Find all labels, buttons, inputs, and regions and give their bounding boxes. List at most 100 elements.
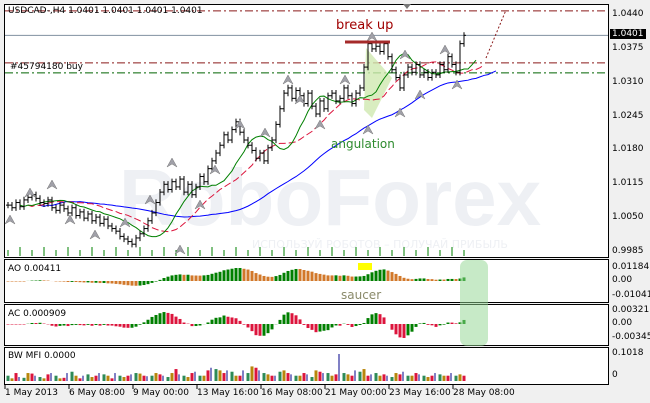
mfi-bar [334, 374, 338, 381]
ac-bar [418, 323, 422, 324]
mfi-bar [446, 375, 450, 381]
mfi-bar [330, 375, 334, 381]
ao-bar [290, 269, 294, 281]
indicator-tick: 0.1018 [612, 348, 644, 358]
fractal-arrow-icon [314, 119, 326, 130]
ac-bar [174, 316, 178, 324]
ac-bar [438, 324, 442, 326]
mfi-bar [454, 375, 458, 381]
ao-bar [262, 275, 266, 281]
price-tick: 1.0440 [612, 9, 644, 19]
ao-bar [222, 270, 226, 281]
ao-bar [350, 276, 354, 281]
ac-bar [238, 320, 242, 324]
ac-bar [10, 324, 14, 325]
ao-bar [358, 276, 362, 281]
ac-bar [322, 324, 326, 331]
ao-bar [402, 277, 406, 281]
ac-bar [250, 324, 254, 332]
ao-bar [282, 272, 286, 281]
ac-bar [206, 322, 210, 324]
saucer-highlight [460, 260, 488, 346]
mfi-bar [38, 377, 42, 381]
break-up-annotation: break up [336, 18, 394, 33]
mfi-bar [22, 377, 26, 381]
ao-bar [158, 279, 162, 281]
mfi-bar [186, 377, 190, 381]
mfi-bar [134, 373, 138, 381]
ac-bar [114, 324, 118, 327]
mfi-bar [226, 370, 228, 381]
mfi-bar [94, 375, 98, 381]
ao-bar [374, 270, 378, 281]
ao-bar [326, 275, 330, 281]
ao-bar [198, 275, 202, 281]
ac-bar [130, 324, 134, 328]
angulation-annotation: angulation [331, 137, 395, 151]
ac-bar [262, 324, 266, 336]
fractal-arrow-icon [362, 124, 374, 135]
angulation-shade [364, 48, 392, 118]
mfi-bar [266, 374, 270, 381]
mfi-bar [162, 375, 164, 381]
mfi-bar [82, 375, 84, 381]
ao-bar [310, 271, 314, 281]
ao-bar [318, 273, 322, 281]
mfi-bar [218, 370, 222, 381]
symbol-info: USDCAD-,H4 1.0401 1.0401 1.0401 1.0401 [8, 6, 203, 16]
ac-bar [318, 324, 322, 332]
ac-bar [258, 324, 262, 336]
ac-bar [434, 324, 438, 327]
ao-bar [386, 270, 390, 281]
mfi-bar [406, 375, 410, 381]
fractal-arrow-icon [4, 214, 16, 225]
fractal-arrow-icon [174, 244, 186, 255]
ao-bar [170, 275, 174, 281]
ac-bar [194, 324, 198, 327]
ac-bar [382, 317, 386, 324]
ao-bar [446, 278, 450, 281]
ac-bar [266, 324, 270, 334]
mfi-bar [462, 375, 466, 381]
ao-bar [162, 278, 166, 281]
ac-bar [366, 318, 370, 324]
ac-bar [106, 324, 110, 326]
ac-bar [90, 324, 94, 326]
mfi-bar [310, 377, 314, 381]
ac-bar [118, 324, 122, 327]
ac-bar [370, 314, 374, 324]
mfi-bar [326, 373, 330, 381]
mfi-bar [426, 377, 430, 381]
ac-bar [358, 324, 362, 325]
ac-bar [66, 324, 70, 327]
mfi-bar [90, 377, 94, 381]
ac-bar [378, 314, 382, 324]
ao-bar [362, 275, 366, 281]
mfi-bar [342, 373, 346, 381]
ac-bar [30, 322, 34, 324]
mfi-bar [442, 375, 446, 381]
saucer-annotation: saucer [341, 288, 382, 302]
mfi-bar [78, 378, 82, 381]
mfi-bar [14, 373, 18, 381]
mfi-bar [262, 373, 266, 381]
ac-bar [50, 324, 54, 326]
mfi-bar [238, 375, 242, 381]
price-pane[interactable] [4, 4, 609, 258]
ac-bar [222, 315, 226, 324]
ao-bar [442, 279, 446, 281]
fractal-arrow-icon [166, 157, 178, 168]
ac-bar [326, 324, 330, 331]
ao-bar [118, 281, 122, 285]
ac-bar [18, 324, 22, 325]
mfi-bar [58, 378, 62, 381]
price-tick: 1.0115 [612, 178, 644, 189]
ac-bar [454, 323, 458, 324]
mfi-bar [102, 374, 106, 381]
indicator-tick: 0 [612, 370, 618, 380]
fractal-arrow-icon [24, 187, 36, 198]
ao-bar [270, 276, 274, 281]
mfi-bar [318, 371, 322, 381]
mfi-bar [382, 374, 386, 381]
